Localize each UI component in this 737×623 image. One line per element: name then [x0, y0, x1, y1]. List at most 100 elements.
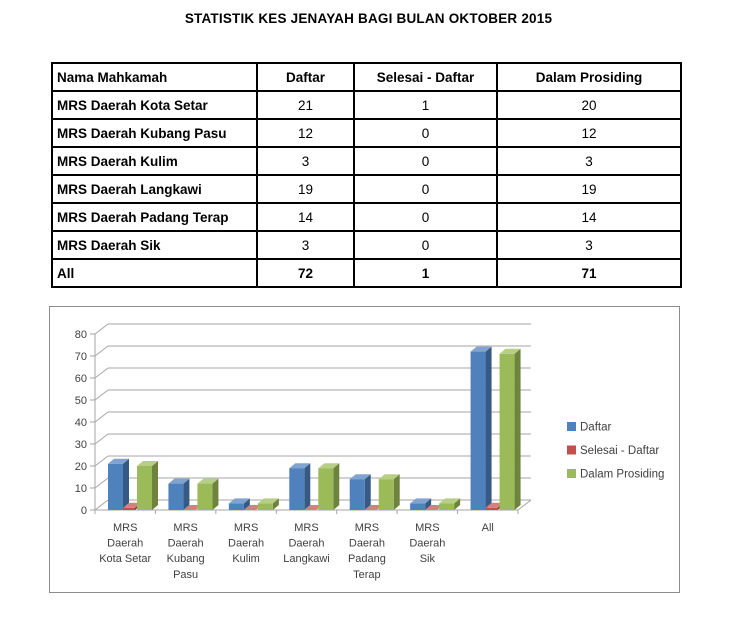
bar	[485, 507, 498, 510]
table-row: MRS Daerah Langkawi 19 0 19	[51, 174, 682, 204]
gridline-depth	[94, 477, 109, 489]
cell-daftar: 21	[256, 90, 355, 120]
gridline-depth	[94, 389, 109, 401]
bar-chart-canvas: 0 10 20 30 40 50 60 70 80 MRS Daerah Kota Setar MRS D…	[75, 323, 664, 581]
y-axis-label: 80	[75, 329, 87, 341]
header-daftar: Daftar	[256, 62, 355, 92]
category-label: Kubang	[167, 553, 205, 565]
y-axis-label: 10	[75, 483, 87, 495]
header-dalam-prosiding: Dalam Prosiding	[496, 62, 682, 92]
cell-prosiding: 3	[496, 146, 682, 176]
y-axis-label: 40	[75, 417, 87, 429]
total-daftar: 72	[256, 258, 355, 288]
cell-daftar: 14	[256, 202, 355, 232]
bar	[228, 503, 244, 510]
cell-selesai: 0	[353, 202, 498, 232]
bar-side	[454, 498, 461, 510]
category-label: Kulim	[232, 553, 260, 565]
row-name: MRS Daerah Langkawi	[51, 174, 258, 204]
cell-selesai: 0	[353, 118, 498, 148]
bar-top	[470, 346, 492, 352]
bar-side	[514, 348, 521, 510]
legend-label: Selesai - Daftar	[580, 445, 659, 457]
bar-top	[197, 478, 219, 484]
bar-top	[168, 478, 190, 484]
category-label: All	[482, 522, 494, 534]
legend-label: Dalam Prosiding	[580, 469, 664, 481]
bar-top	[318, 463, 340, 469]
cell-selesai: 0	[353, 230, 498, 260]
legend-swatch	[567, 422, 576, 431]
gridline-depth	[94, 323, 109, 335]
statistics-table: Nama Mahkamah Daftar Selesai - Daftar Da…	[51, 62, 682, 288]
gridline-depth	[94, 345, 109, 357]
category-label: Daerah	[349, 538, 385, 550]
gridline-depth	[94, 499, 109, 511]
bar-top	[243, 505, 262, 510]
bar-top	[304, 505, 323, 510]
bar-top	[499, 348, 521, 354]
bar-side	[364, 474, 371, 510]
bar	[499, 353, 515, 510]
bar	[168, 483, 184, 510]
row-name: MRS Daerah Padang Terap	[51, 202, 258, 232]
bar-side	[272, 498, 279, 510]
category-label: MRS	[113, 522, 137, 534]
bar-side	[425, 498, 432, 510]
bar-side	[333, 463, 340, 510]
bar-top	[439, 498, 461, 504]
bar-side	[243, 498, 250, 510]
y-axis-label: 70	[75, 351, 87, 363]
bar	[257, 503, 273, 510]
table-row: MRS Daerah Kubang Pasu 12 0 12	[51, 118, 682, 148]
category-label: Daerah	[409, 538, 445, 550]
category-label: Kota Setar	[99, 553, 151, 565]
bar-top	[378, 474, 400, 480]
cell-daftar: 19	[256, 174, 355, 204]
bar-side	[212, 478, 219, 510]
category-label: Daerah	[107, 538, 143, 550]
row-name: MRS Daerah Kota Setar	[51, 90, 258, 120]
category-label: Pasu	[173, 569, 198, 581]
cell-daftar: 12	[256, 118, 355, 148]
bar	[378, 479, 394, 510]
row-name: MRS Daerah Kubang Pasu	[51, 118, 258, 148]
bar	[410, 503, 426, 510]
bar-top	[183, 505, 202, 510]
bar-top	[257, 498, 279, 504]
bar-top	[485, 502, 504, 508]
bar-top	[364, 505, 383, 510]
cell-prosiding: 20	[496, 90, 682, 120]
bar	[470, 351, 486, 510]
gridline-depth	[94, 367, 109, 379]
bar	[349, 479, 365, 510]
cell-selesai: 0	[353, 174, 498, 204]
legend-swatch	[567, 445, 576, 455]
cell-prosiding: 3	[496, 230, 682, 260]
bar-top	[289, 463, 311, 469]
legend-label: Daftar	[580, 422, 611, 434]
bar	[137, 466, 152, 510]
category-label: MRS	[234, 522, 258, 534]
category-label: MRS	[173, 522, 197, 534]
table-row: MRS Daerah Padang Terap 14 0 14	[51, 202, 682, 232]
bar-top	[228, 498, 250, 504]
y-axis-label: 30	[75, 439, 87, 451]
total-selesai: 1	[353, 258, 498, 288]
bar-side	[183, 478, 190, 510]
cell-selesai: 1	[353, 90, 498, 120]
row-name: MRS Daerah Kulim	[51, 146, 258, 176]
bar	[439, 503, 455, 510]
bar-side	[393, 474, 400, 510]
legend-swatch	[567, 469, 576, 478]
row-name: MRS Daerah Sik	[51, 230, 258, 260]
category-label: MRS	[294, 522, 318, 534]
table-header-row: Nama Mahkamah Daftar Selesai - Daftar Da…	[51, 62, 682, 92]
y-axis-label: 20	[75, 461, 87, 473]
table-row: MRS Daerah Sik 3 0 3	[51, 230, 682, 260]
bar	[289, 468, 305, 510]
y-axis-label: 0	[81, 505, 87, 517]
category-label: Daerah	[288, 538, 324, 550]
bar-side	[485, 346, 492, 510]
